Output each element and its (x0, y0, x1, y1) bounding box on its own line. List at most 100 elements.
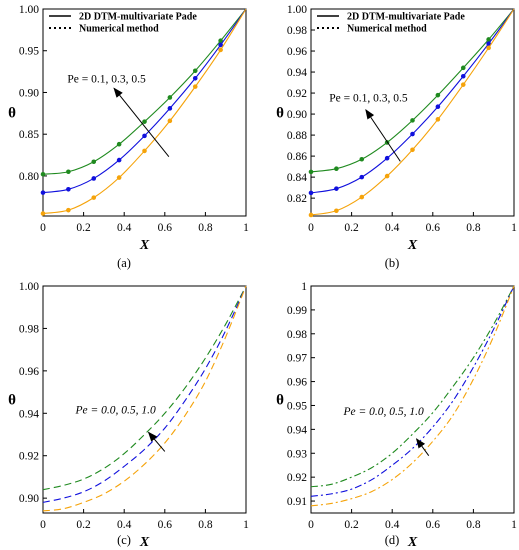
data-point-green (167, 95, 173, 100)
panel-caption: (d) (385, 533, 400, 547)
data-point-orange (460, 82, 466, 87)
parameter-annotation: Pe = 0.1, 0.3, 0.5 (67, 73, 146, 85)
parameter-arrow (147, 431, 166, 452)
data-point-orange (192, 84, 198, 89)
legend-label-numerical: Numerical method (347, 24, 427, 35)
y-tick-label: 0.82 (287, 193, 307, 205)
data-point-blue (486, 41, 491, 46)
y-tick-label: 0.90 (19, 493, 39, 505)
data-point-blue (410, 131, 415, 137)
legend-label-numerical: Numerical method (79, 24, 159, 35)
x-tick-label: 0.2 (344, 222, 359, 234)
panel-d: 0 0.2 0.4 0.6 0.8 1 0.91 0.92 0.93 0.94 0.95 0.96 0.… (276, 281, 517, 550)
y-tick-label: 0.99 (287, 305, 307, 317)
y-tick-label: 0.98 (19, 323, 39, 335)
data-point-green (40, 171, 46, 177)
plot-frame (42, 285, 247, 514)
y-tick-label: 0.90 (287, 109, 307, 121)
y-tick-label: 0.95 (287, 400, 307, 412)
y-axis-label: θ (8, 106, 16, 122)
y-tick-label: 0.94 (287, 424, 307, 436)
y-tick-label: 0.98 (287, 25, 307, 37)
data-point-blue (142, 133, 147, 139)
data-point-orange (435, 117, 441, 122)
data-point-green (192, 68, 198, 74)
panel-caption: (a) (117, 256, 131, 270)
x-tick-label: 0.6 (426, 519, 441, 531)
y-tick-label: 0.94 (287, 67, 307, 79)
parameter-annotation: Pe = 0.0, 0.5, 1.0 (74, 404, 156, 416)
series-line-green (42, 285, 247, 491)
plot-frame (42, 8, 247, 217)
series-line-orange (42, 8, 247, 215)
x-tick-label: 0.8 (198, 519, 213, 531)
y-tick-label: 0.92 (19, 451, 39, 463)
legend-label-dtm: 2D DTM-multivariate Pade (79, 12, 197, 23)
parameter-arrow (415, 438, 430, 456)
x-tick-label: 0.6 (158, 222, 173, 234)
x-tick-label: 0.4 (117, 222, 132, 234)
data-point-blue (192, 75, 198, 81)
data-point-blue (91, 176, 97, 181)
y-tick-label: 0.96 (287, 377, 307, 389)
parameter-arrow (365, 109, 401, 162)
series-line-blue (310, 285, 515, 497)
x-tick-label: 1 (511, 519, 517, 531)
y-axis-label: θ (276, 106, 284, 122)
y-tick-label: 1.00 (19, 281, 39, 293)
x-tick-label: 0 (308, 222, 314, 234)
y-tick-label: 0.94 (19, 408, 39, 420)
x-tick-label: 1 (243, 519, 249, 531)
y-tick-label: 0.86 (287, 151, 307, 163)
y-tick-label: 0.95 (19, 46, 39, 58)
data-point-green (66, 169, 71, 175)
data-point-green (359, 156, 365, 162)
x-axis-label: X (139, 238, 150, 253)
data-point-blue (359, 174, 365, 180)
data-point-green (410, 118, 415, 123)
x-tick-label: 0.8 (198, 222, 213, 234)
y-tick-label: 0.88 (287, 130, 307, 142)
data-point-blue (40, 190, 46, 195)
series-line-green (310, 285, 515, 488)
data-point-green (308, 169, 314, 175)
y-tick-label: 0.90 (19, 87, 39, 99)
x-axis-label: X (407, 535, 418, 550)
panel-b: 0 0.2 0.4 0.6 0.8 1 0.82 0.84 0.86 0.88 0.90 0.92 0.… (276, 4, 517, 270)
y-tick-label: 0.84 (287, 172, 307, 184)
x-tick-label: 0.6 (426, 222, 441, 234)
data-point-blue (116, 157, 122, 163)
x-tick-label: 0.6 (158, 519, 173, 531)
plot-frame (310, 285, 515, 514)
x-tick-label: 0.2 (76, 222, 91, 234)
data-point-green (116, 141, 122, 147)
data-point-orange (334, 208, 339, 214)
y-tick-label: 0.92 (287, 88, 307, 100)
panel-a: 0 0.2 0.4 0.6 0.8 1 0.80 0.85 0.90 0.95 1.00 Xθ (a) P… (8, 4, 249, 270)
data-point-blue (334, 186, 339, 191)
data-point-blue (218, 42, 223, 48)
x-tick-label: 0 (308, 519, 314, 531)
y-tick-label: 0.96 (19, 366, 39, 378)
y-tick-label: 1.00 (19, 4, 39, 16)
y-tick-label: 0.80 (19, 171, 39, 183)
x-tick-label: 0.8 (466, 519, 481, 531)
data-point-blue (384, 155, 390, 161)
parameter-arrow (113, 87, 170, 158)
plot-frame (310, 8, 515, 217)
panel-caption: (b) (385, 256, 400, 270)
x-axis-label: X (407, 238, 418, 253)
data-point-green (91, 159, 97, 165)
series-line-orange (310, 8, 515, 216)
series-line-orange (310, 285, 515, 507)
data-point-orange (116, 175, 122, 180)
legend-label-dtm: 2D DTM-multivariate Pade (347, 12, 465, 23)
data-point-blue (167, 106, 173, 111)
x-tick-label: 0.4 (385, 222, 400, 234)
data-point-green (460, 65, 466, 71)
y-tick-label: 1 (301, 281, 307, 293)
x-tick-label: 0.4 (117, 519, 132, 531)
data-point-green (218, 38, 223, 44)
data-point-orange (66, 207, 71, 213)
data-point-orange (486, 45, 491, 51)
